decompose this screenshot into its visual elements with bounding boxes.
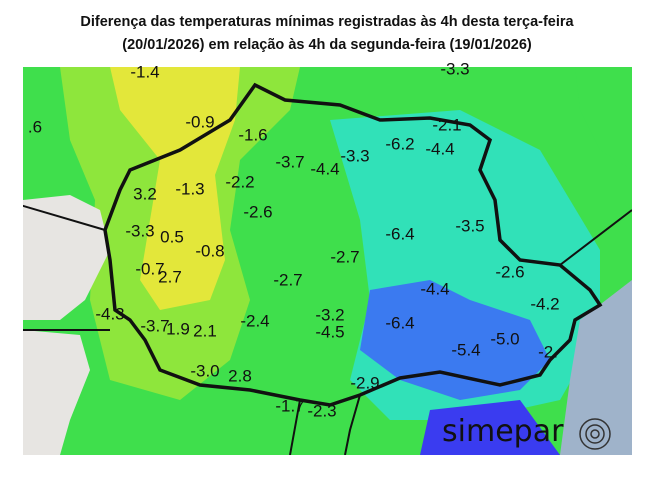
logo-icon bbox=[579, 418, 611, 450]
temperature-label: -4.3 bbox=[95, 304, 124, 323]
temperature-label: 3.2 bbox=[133, 184, 157, 203]
temperature-label: -1.4 bbox=[130, 62, 159, 81]
temperature-label: -4.4 bbox=[425, 139, 454, 158]
temperature-label: -1.3 bbox=[175, 179, 204, 198]
temperature-label: -6.4 bbox=[385, 224, 414, 243]
temperature-label: .6 bbox=[28, 117, 42, 136]
temperature-label: -2.7 bbox=[273, 270, 302, 289]
temperature-label: -3.7 bbox=[140, 316, 169, 335]
temperature-label: -2.6 bbox=[495, 262, 524, 281]
title: Diferença das temperaturas mínimas regis… bbox=[80, 14, 574, 30]
temperature-label: 1.9 bbox=[166, 319, 190, 338]
temperature-label: -3.3 bbox=[340, 146, 369, 165]
temperature-label: -2. bbox=[538, 342, 558, 361]
temperature-label: -3.3 bbox=[440, 59, 469, 78]
temperature-label: -1.7 bbox=[275, 396, 304, 415]
temperature-label: -4.4 bbox=[310, 159, 339, 178]
temperature-label: -2.2 bbox=[225, 172, 254, 191]
temperature-label: -2.6 bbox=[243, 202, 272, 221]
temperature-label: -2.3 bbox=[307, 401, 336, 420]
temperature-label: -5.4 bbox=[451, 340, 480, 359]
temperature-label: -2.7 bbox=[330, 247, 359, 266]
title: (20/01/2026) em relação às 4h da segunda… bbox=[122, 37, 532, 53]
logo: simepar bbox=[442, 414, 564, 449]
temperature-label: -3.3 bbox=[125, 221, 154, 240]
temperature-label: 2.8 bbox=[228, 366, 252, 385]
temperature-label: -2.9 bbox=[350, 373, 379, 392]
temperature-label: -2.1 bbox=[432, 115, 461, 134]
temperature-label: -0.9 bbox=[185, 112, 214, 131]
temperature-label: 2.1 bbox=[193, 321, 217, 340]
temperature-label: -3.0 bbox=[190, 361, 219, 380]
temperature-label: -4.5 bbox=[315, 322, 344, 341]
temperature-label: -2.4 bbox=[240, 311, 269, 330]
temperature-label: -3.5 bbox=[455, 216, 484, 235]
map-fill bbox=[23, 67, 632, 455]
temperature-label: -6.4 bbox=[385, 313, 414, 332]
temperature-label: -0.7 bbox=[135, 259, 164, 278]
temperature-label: -4.2 bbox=[530, 294, 559, 313]
temperature-label: 0.5 bbox=[160, 227, 184, 246]
temperature-label: -3.2 bbox=[315, 305, 344, 324]
temperature-label: 2.7 bbox=[158, 267, 182, 286]
temperature-label: -0.8 bbox=[195, 241, 224, 260]
temperature-label: -6.2 bbox=[385, 134, 414, 153]
temperature-label: -4.4 bbox=[420, 279, 449, 298]
temperature-label: -3.7 bbox=[275, 152, 304, 171]
temperature-label: -5.0 bbox=[490, 329, 519, 348]
temperature-label: -1.6 bbox=[238, 125, 267, 144]
